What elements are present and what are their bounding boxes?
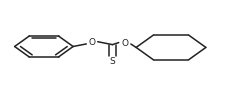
Text: O: O	[121, 39, 128, 48]
Text: O: O	[88, 38, 96, 47]
Text: S: S	[110, 57, 115, 66]
